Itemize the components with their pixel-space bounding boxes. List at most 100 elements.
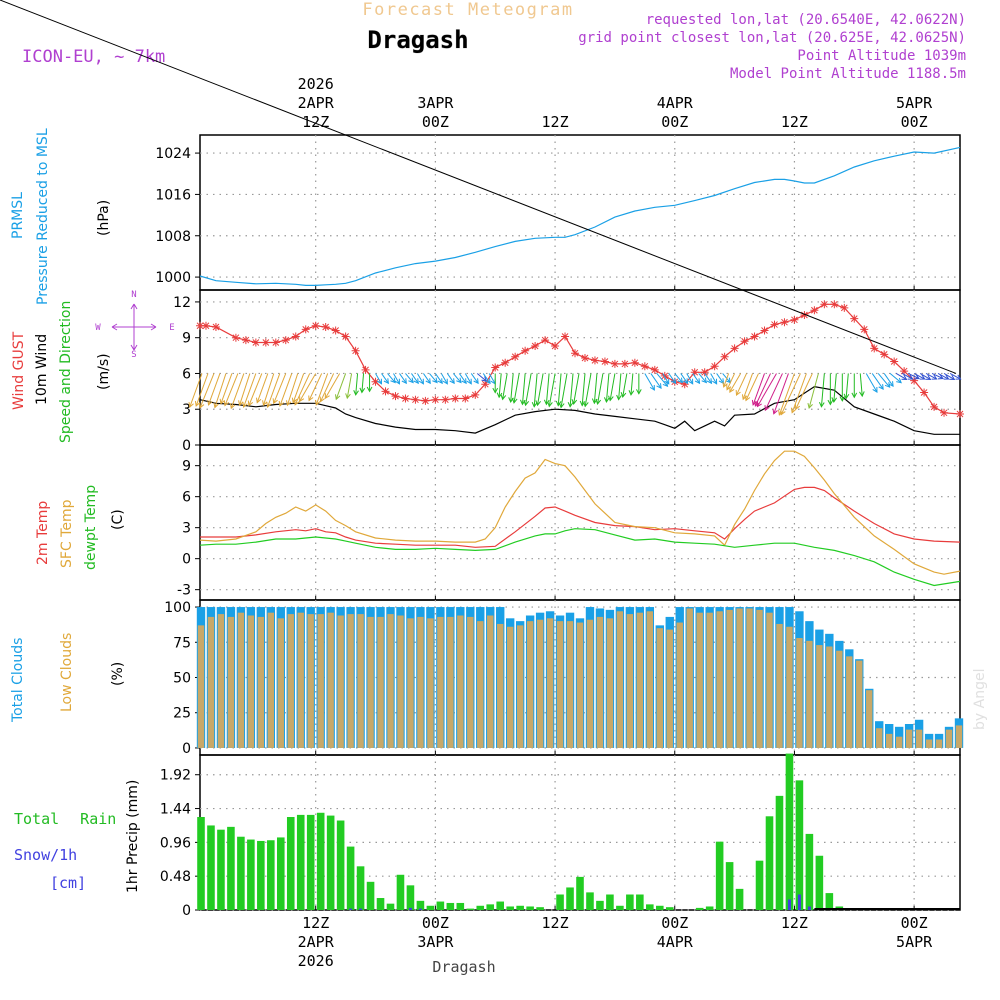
top-time-label: 12Z [781,113,808,131]
cloud-low-bar [885,733,893,748]
cloud-low-bar [656,628,663,748]
wind-barb-head [764,405,770,412]
rain-bar [286,817,295,910]
legend-10m-wind: 10m Wind [34,334,50,405]
wind-barb [214,373,227,408]
wind-barb-head [735,390,741,397]
cloud-low-bar [277,618,284,748]
wind-barb-head [314,399,321,406]
rain-bar [207,825,215,910]
wind-barb-head [324,393,330,400]
wind-barb [919,373,931,380]
wind-barb-head [745,395,751,402]
wind-barb [752,373,765,406]
rain-bar [446,902,455,910]
cloud-low-bar [576,622,584,748]
wind-barb-head [688,378,694,385]
wind-barb [650,373,662,389]
wind-barb [502,373,508,400]
panel-4: 0 0.48 0.96 1.44 1.92 [160,753,961,919]
wind-barbs [0,0,962,416]
wind-barb [584,373,592,407]
rain-bar [396,874,405,910]
bottom-time-label: 5APR [896,933,933,951]
legend-snow: Snow/1h [14,846,77,864]
wind-barb [292,373,305,403]
wind-barb-head [919,374,926,380]
gust-marker [940,408,949,417]
wind-barb-head [449,378,455,385]
cloud-low-bar [497,623,504,748]
wind-barb [230,373,245,409]
wind-barb-head [255,397,262,404]
cloud-low-bar [925,739,933,748]
rain-bar [406,885,415,910]
wind-barb-head [247,400,254,407]
wind-barb-head [729,387,735,393]
rain-bar [646,904,654,910]
gust-marker [421,396,430,405]
wind-barb [716,373,724,384]
wind-barb [895,373,907,380]
gust-marker [810,306,819,315]
wind-barb-head [807,403,813,410]
cloud-low-bar [477,621,484,748]
wind-barb-head [496,392,503,399]
y-tick-label: 0.48 [160,869,191,885]
legend-low-clouds: Low Clouds [59,633,75,712]
wind-barb [470,373,479,384]
wind-barb-head [603,397,610,404]
legend-prmsl: PRMSL [10,192,26,239]
bottom-time-label: 00Z [901,914,928,932]
wind-barb-head [238,400,244,407]
top-time-label: 00Z [422,113,449,131]
gust-marker [830,300,839,309]
pressure-legend: PRMSL Pressure Reduced to MSL (hPa) [10,128,112,305]
wind-barb [692,373,700,384]
cloud-low-bar [267,612,275,748]
rain-bar [326,815,335,910]
wind-barb-head [843,393,850,400]
cloud-low-bar [556,621,564,748]
cloud-low-bar [945,729,953,748]
wind-barb-head [547,401,553,408]
wind-barb [778,373,795,416]
wind-barb [736,373,748,396]
wind-barb [243,373,257,408]
gust-marker [780,318,789,327]
rain-bar [227,826,235,910]
rain-bar [306,814,315,910]
gust-marker [930,402,939,411]
cloud-low-bar [407,618,414,748]
gust-marker [571,349,580,358]
rain-bar [426,905,435,910]
temp-unit: (C) [110,509,126,530]
cloud-low-bar [866,690,873,748]
gust-marker [561,332,570,341]
credit-watermark: by Angel [972,669,988,730]
gust-marker [800,311,809,320]
wind-barb-head [535,400,542,407]
wind-barb-head [394,378,400,385]
cloud-low-bar [606,618,614,748]
y-tick-label: 6 [182,366,191,382]
rain-bar [316,812,325,910]
rain-bar [616,905,624,910]
cloud-low-bar [915,729,923,748]
wind-barb [315,373,329,406]
wind-barb-head [207,399,213,406]
snow-bar [418,908,422,910]
gust-marker [900,367,909,376]
wind-barb-head [272,398,278,405]
wind-barb [680,373,688,384]
wind-barb [545,373,550,405]
cloud-low-bar [447,616,454,748]
legend-2m-temp: 2m Temp [35,501,51,565]
wind-barb-head [437,378,443,385]
panels: 1000100810161024036912-30369025507510000… [0,0,964,919]
wind-barb [199,373,215,408]
wind-barb-head [656,383,662,389]
wind-barb-head [913,374,920,380]
legend-pressure-msl: Pressure Reduced to MSL [35,128,51,305]
